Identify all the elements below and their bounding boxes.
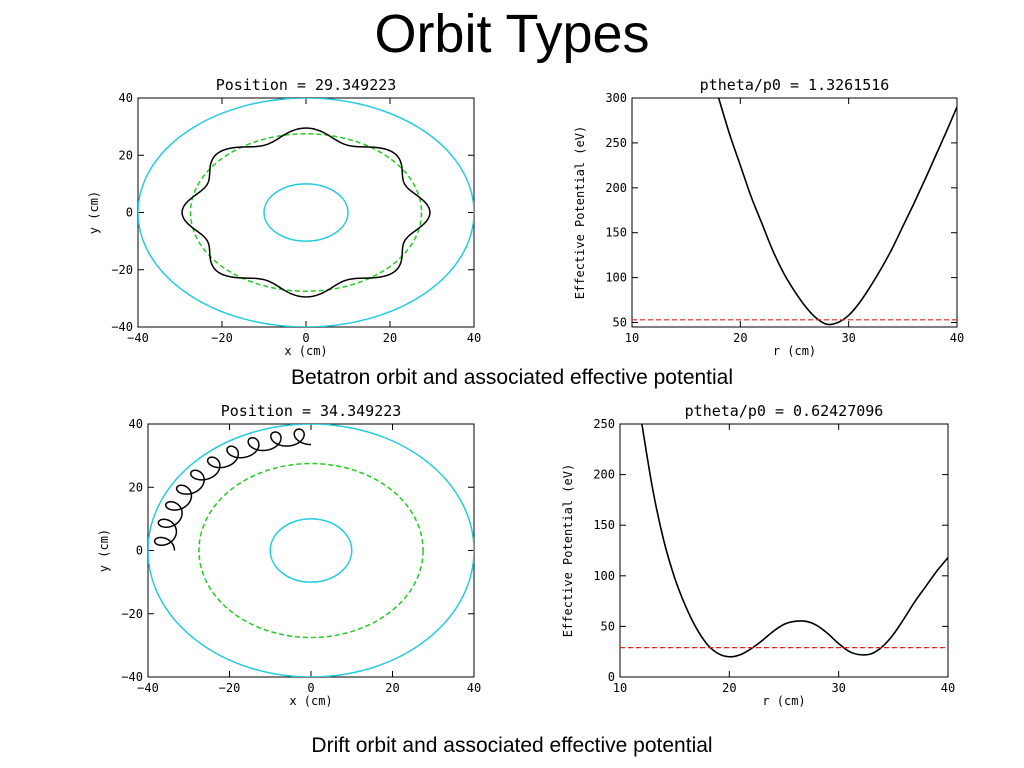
- chart-potential-top-ytick-label: 200: [605, 181, 627, 195]
- chart-potential-top-plot-area: [632, 98, 957, 326]
- chart-orbit-bottom-xtick-label: 40: [467, 681, 481, 695]
- chart-potential-top-xlabel: r (cm): [773, 344, 816, 358]
- chart-orbit-top-ytick-label: −40: [111, 320, 133, 334]
- chart-potential-top-ytick-label: 300: [605, 91, 627, 105]
- chart-potential-bottom-xtick-label: 10: [613, 681, 627, 695]
- caption-drift: Drift orbit and associated effective pot…: [311, 734, 713, 757]
- chart-orbit-top-ytick-label: −20: [111, 263, 133, 277]
- caption-betatron: Betatron orbit and associated effective …: [290, 366, 734, 389]
- slide-title: Orbit Types: [374, 4, 650, 64]
- chart-orbit-bottom-ytick-label: 40: [129, 417, 143, 431]
- potential-plot-drift: ptheta/p0 = 0.62427096 10 20 30 40 0 50 100 150 2…: [561, 402, 955, 708]
- chart-potential-bottom-ytick-label: 0: [608, 670, 615, 684]
- chart-potential-bottom-xtick-label: 20: [722, 681, 736, 695]
- chart-orbit-top-xtick-label: 20: [383, 331, 397, 345]
- chart-orbit-top-xtick-label: 40: [467, 331, 481, 345]
- chart-orbit-top-outer-wall: [138, 98, 474, 327]
- chart-potential-bottom-ytick-label: 200: [593, 468, 615, 482]
- chart-orbit-bottom-ytick-label: −20: [121, 607, 143, 621]
- orbit-plot-betatron: Position = 29.349223 −40 −20 0 20 40 −40 −20 0 20…: [87, 76, 481, 358]
- chart-orbit-top-xtick-label: −40: [127, 331, 149, 345]
- chart-potential-bottom-xtick-label: 30: [831, 681, 845, 695]
- chart-potential-top-xtick-label: 10: [625, 331, 639, 345]
- chart-potential-top-title: ptheta/p0 = 1.3261516: [700, 76, 890, 94]
- potential-plot-betatron: ptheta/p0 = 1.3261516 10 20 30 40 50 100 150 200…: [573, 76, 964, 358]
- chart-potential-top-ytick-label: 50: [613, 316, 627, 330]
- chart-orbit-top-title: Position = 29.349223: [216, 76, 397, 94]
- chart-orbit-top-ylabel: y (cm): [87, 191, 101, 234]
- chart-potential-bottom-title: ptheta/p0 = 0.62427096: [685, 402, 884, 420]
- chart-orbit-top-reference-orbit: [189, 133, 423, 292]
- chart-potential-bottom-frame: [619, 423, 949, 678]
- chart-orbit-top-plot-area: [138, 98, 474, 327]
- chart-orbit-bottom-reference-orbit: [198, 462, 424, 639]
- chart-orbit-bottom-xtick-label: −40: [137, 681, 159, 695]
- chart-potential-top-ytick-label: 150: [605, 226, 627, 240]
- chart-orbit-bottom-ytick-label: −40: [121, 670, 143, 684]
- chart-potential-bottom-ylabel: Effective Potential (eV): [561, 464, 575, 637]
- chart-orbit-bottom-xtick-label: 20: [385, 681, 399, 695]
- chart-orbit-bottom-frame: [147, 423, 475, 678]
- chart-orbit-top-xtick-label: −20: [211, 331, 233, 345]
- chart-orbit-top-ytick-label: 20: [119, 148, 133, 162]
- chart-orbit-top-frame: [137, 97, 475, 328]
- chart-potential-top-xtick-label: 30: [841, 331, 855, 345]
- chart-potential-top-frame: [631, 97, 958, 328]
- chart-potential-top-ylabel: Effective Potential (eV): [573, 126, 587, 299]
- chart-orbit-top-inner-wall: [263, 183, 349, 242]
- chart-potential-top-xtick-label: 20: [733, 331, 747, 345]
- chart-orbit-bottom-xtick-label: 0: [307, 681, 314, 695]
- chart-potential-bottom-ytick-label: 50: [601, 619, 615, 633]
- chart-orbit-top-ytick-label: 0: [126, 206, 133, 220]
- chart-orbit-bottom-ytick-label: 20: [129, 480, 143, 494]
- chart-orbit-top-xlabel: x (cm): [284, 344, 327, 358]
- chart-orbit-bottom-trajectory: [153, 428, 312, 551]
- chart-potential-bottom-xtick-label: 40: [941, 681, 955, 695]
- chart-potential-bottom-ytick-label: 250: [593, 417, 615, 431]
- chart-orbit-bottom-ytick-label: 0: [136, 544, 143, 558]
- chart-orbit-bottom-xlabel: x (cm): [289, 694, 332, 708]
- chart-potential-bottom-plot-area: [620, 424, 948, 658]
- chart-potential-bottom-potential-curve: [641, 424, 948, 658]
- orbit-plot-drift: Position = 34.349223 −40 −20 0 20 40 −40 −20 0 20…: [97, 402, 481, 708]
- chart-orbit-top-ytick-label: 40: [119, 91, 133, 105]
- chart-potential-top-ytick-label: 250: [605, 136, 627, 150]
- chart-orbit-bottom-inner-wall: [269, 518, 353, 583]
- chart-potential-bottom-ytick-label: 100: [593, 569, 615, 583]
- chart-potential-top-potential-curve: [717, 98, 957, 326]
- chart-orbit-bottom-plot-area: [148, 424, 474, 677]
- chart-orbit-bottom-xtick-label: −20: [219, 681, 241, 695]
- chart-orbit-top-xtick-label: 0: [302, 331, 309, 345]
- chart-potential-top-xtick-label: 40: [950, 331, 964, 345]
- chart-potential-bottom-ytick-label: 150: [593, 518, 615, 532]
- chart-orbit-top-trajectory: [181, 127, 431, 298]
- chart-potential-bottom-xlabel: r (cm): [762, 694, 805, 708]
- chart-orbit-bottom-title: Position = 34.349223: [221, 402, 402, 420]
- chart-orbit-bottom-outer-wall: [148, 424, 474, 677]
- chart-orbit-bottom-ylabel: y (cm): [97, 529, 111, 572]
- chart-potential-top-ytick-label: 100: [605, 271, 627, 285]
